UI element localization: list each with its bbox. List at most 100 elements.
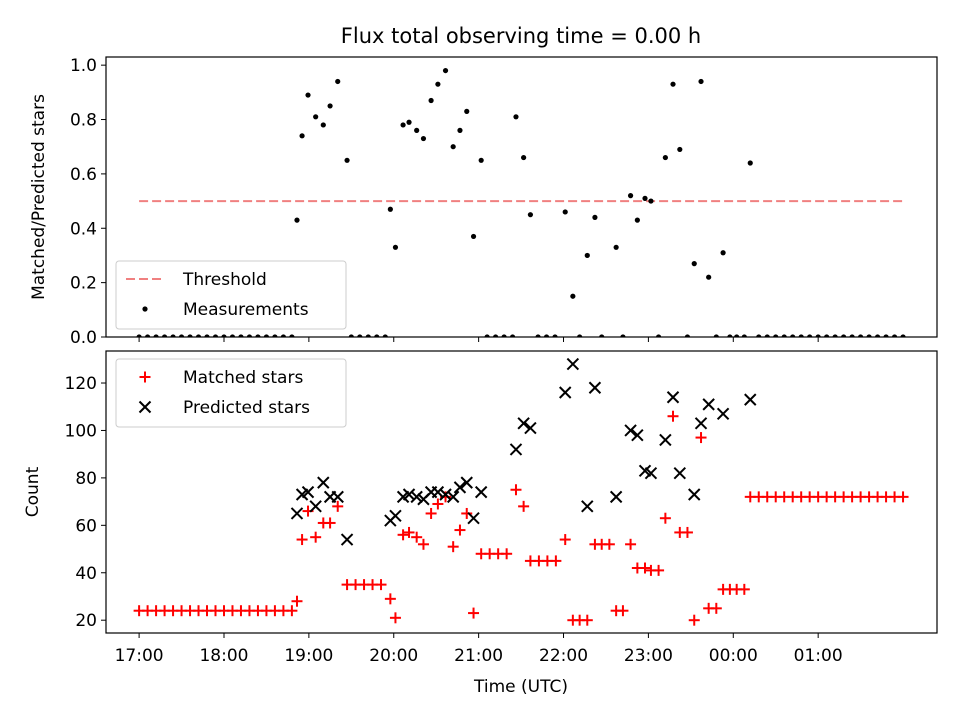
measurement-point (428, 97, 434, 104)
matched-star-marker (310, 531, 322, 543)
x-b (431, 485, 445, 499)
legend-x-b (138, 400, 152, 414)
x-b (331, 490, 344, 504)
matched-star-marker (403, 526, 415, 538)
x-b (694, 417, 708, 430)
predicted-star-marker (659, 433, 672, 447)
measurement-point (136, 334, 142, 337)
measurement-point (246, 334, 253, 337)
matched-star-marker (681, 526, 693, 538)
x-b (446, 490, 460, 504)
measurement-point (727, 334, 733, 337)
y-tick-label: 0.4 (70, 219, 97, 239)
matched-star-marker (417, 538, 429, 550)
measurement-point (195, 334, 202, 337)
measurement-point (662, 154, 668, 161)
measurement-point (832, 334, 838, 337)
predicted-star-marker (559, 386, 572, 399)
matched-star-marker (375, 579, 387, 591)
y-tick-label: 60 (75, 516, 97, 536)
measurement-point (263, 334, 270, 337)
x-b (439, 488, 452, 501)
matched-star-marker (653, 564, 665, 576)
data-layer (133, 357, 909, 626)
measurement-point (648, 198, 654, 204)
measurement-point (866, 334, 872, 337)
measurement-point (642, 195, 648, 201)
x-b (644, 466, 658, 480)
x-b (290, 507, 304, 520)
measurement-point (891, 334, 898, 337)
matched-star-marker (468, 607, 480, 619)
x-b (474, 485, 488, 499)
predicted-star-marker (581, 500, 594, 513)
measurement-point (764, 334, 770, 337)
measurement-point (280, 334, 287, 337)
matched-star-marker (550, 555, 562, 567)
predicted-star-marker (702, 398, 715, 411)
x-b (453, 481, 467, 494)
x-b (638, 464, 652, 477)
predicted-star-marker (644, 466, 658, 480)
x-b (666, 391, 680, 404)
measurement-point (435, 81, 441, 87)
measurement-point (592, 214, 598, 220)
measurement-point (698, 78, 704, 85)
measurement-point (493, 334, 499, 337)
measurement-point (756, 334, 762, 337)
measurement-point (684, 334, 691, 337)
measurement-point (212, 334, 219, 337)
legend-label: Predicted stars (183, 398, 310, 418)
predicted-star-marker (290, 507, 304, 520)
predicted-star-marker (666, 391, 680, 404)
measurement-point (400, 122, 406, 128)
matched-star-marker (332, 500, 344, 512)
measurement-point (620, 334, 626, 337)
measurement-point (900, 334, 906, 337)
matched-star-marker (510, 484, 522, 496)
x-b (524, 421, 537, 435)
predicted-star-marker (524, 421, 537, 435)
matched-star-marker (432, 498, 444, 510)
legend: Matched stars Predicted stars (115, 358, 347, 428)
measurement-point (187, 334, 193, 337)
x-b (716, 407, 730, 421)
measurement-point (299, 133, 305, 139)
predicted-star-marker (566, 357, 580, 371)
data-layer (136, 67, 906, 337)
matched-star-marker (667, 410, 679, 422)
measurement-point (670, 81, 676, 87)
matched-star-marker (324, 517, 336, 529)
measurement-point (535, 334, 541, 337)
measurement-point (570, 293, 576, 299)
chart-title: Flux total observing time = 0.00 h (341, 24, 701, 48)
y-tick-label: 40 (75, 564, 97, 584)
measurement-point (874, 334, 881, 337)
x-b (744, 393, 757, 406)
measurement-point (478, 157, 484, 163)
y-tick-label: 20 (75, 611, 97, 631)
predicted-star-marker (331, 490, 344, 504)
measurement-point (387, 206, 393, 212)
measurement-point (392, 244, 399, 250)
measurement-point (420, 135, 427, 142)
predicted-star-marker (624, 424, 637, 437)
matched-star-marker (581, 614, 593, 626)
x-b (317, 476, 330, 489)
measurement-point (327, 103, 333, 109)
x-b (624, 424, 637, 437)
measurement-point (501, 334, 507, 337)
x-b (402, 488, 416, 501)
measurement-point (406, 119, 412, 125)
predicted-star-marker (694, 417, 708, 430)
measurement-point (348, 334, 354, 337)
x-b (581, 500, 594, 513)
x-tick-label: 19:00 (284, 646, 333, 666)
matched-star-marker (617, 605, 629, 617)
y-tick-label: 100 (65, 421, 97, 441)
measurement-point (313, 114, 319, 120)
predicted-star-marker (431, 485, 445, 499)
legend-label: Threshold (182, 270, 267, 290)
measurement-point (272, 334, 278, 337)
x-tick-label: 00:00 (709, 646, 758, 666)
